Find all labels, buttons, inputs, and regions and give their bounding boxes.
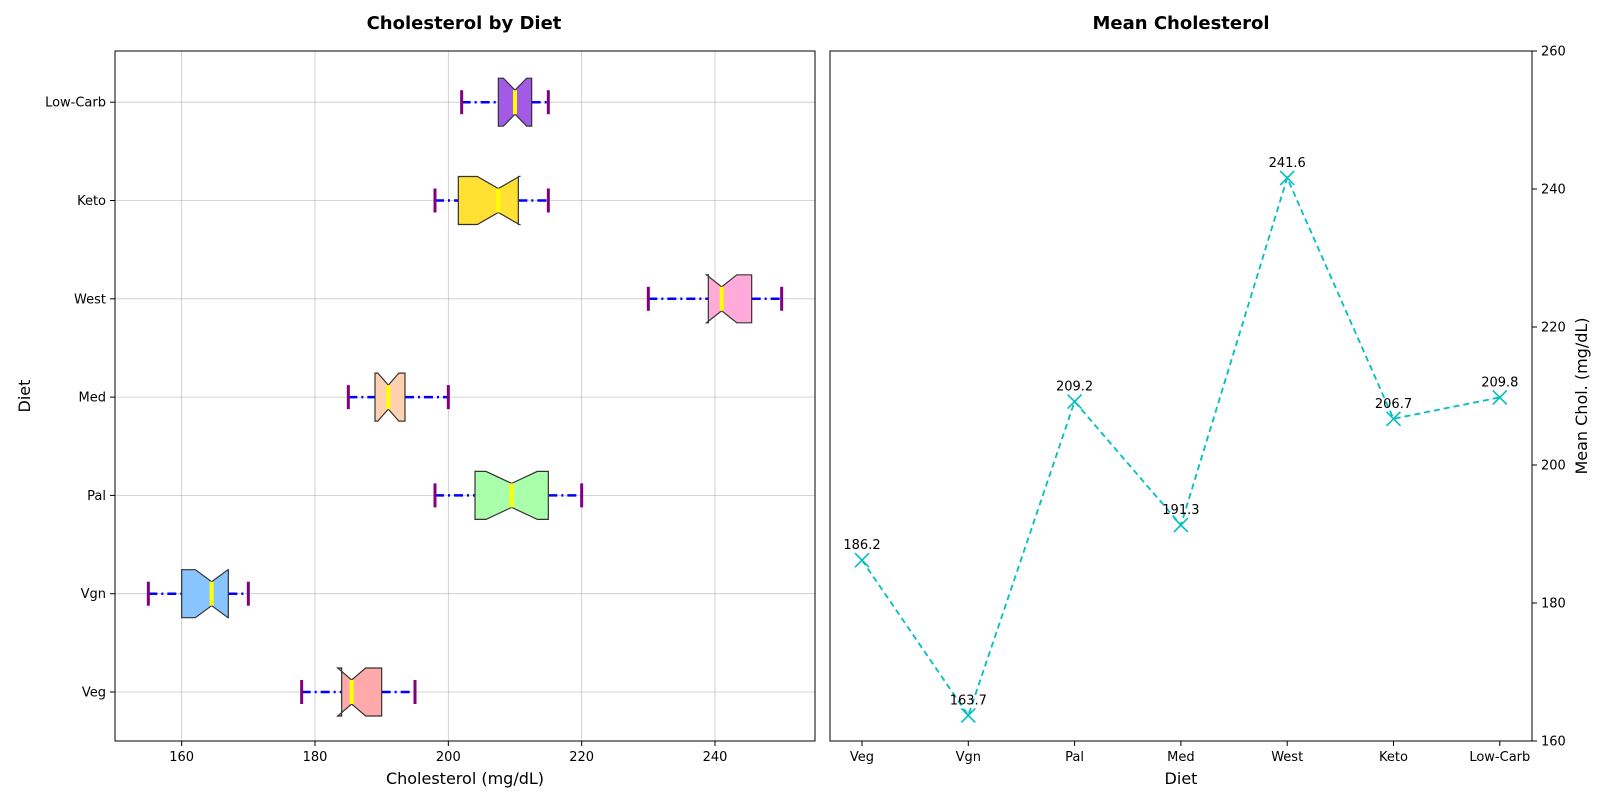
data-label: 209.8 xyxy=(1481,375,1518,390)
box-chart-title: Cholesterol by Diet xyxy=(367,13,562,34)
x-marker xyxy=(854,552,870,568)
y-tick-label: 260 xyxy=(1541,45,1566,60)
data-point-med: 191.3 xyxy=(1162,503,1200,533)
x-tick-label: Keto xyxy=(1379,750,1408,765)
x-marker xyxy=(1173,517,1189,533)
data-label: 206.7 xyxy=(1375,397,1412,412)
y-tick-label: 200 xyxy=(1541,459,1566,474)
line-chart-ylabel: Mean Chol. (mg/dL) xyxy=(1572,317,1591,474)
x-tick-label: 200 xyxy=(436,750,461,765)
series-line xyxy=(861,175,1500,718)
line-chart-title: Mean Cholesterol xyxy=(1092,13,1269,34)
box-med xyxy=(346,372,450,422)
box-chart-marks xyxy=(146,77,784,717)
box-chart: Cholesterol by Diet 160 180 200 220 240 Veg Vg… xyxy=(15,13,816,788)
x-marker xyxy=(1279,170,1295,186)
y-tick-label: Pal xyxy=(87,489,106,504)
box-body xyxy=(181,569,229,619)
x-tick-label: Vgn xyxy=(956,750,981,765)
data-point-low-carb: 209.8 xyxy=(1481,375,1518,405)
y-tick-label: West xyxy=(74,292,106,307)
box-low-carb xyxy=(460,77,550,127)
box-chart-ticks: 160 180 200 220 240 Veg Vgn Pal Med West Keto Low-C… xyxy=(45,96,727,765)
x-tick-label: Veg xyxy=(850,750,874,765)
line-chart: Mean Cholesterol 186.2 163.7 209.2 191.3 241… xyxy=(829,13,1591,788)
x-tick-label: 240 xyxy=(703,750,728,765)
data-label: 241.6 xyxy=(1269,156,1306,171)
y-tick-label: 180 xyxy=(1541,597,1566,612)
line-chart-ticks: 160 180 200 220 240 260 Veg Vgn Pal Med West Keto Lo… xyxy=(850,45,1566,766)
x-marker xyxy=(1385,411,1402,427)
box-veg xyxy=(300,667,417,717)
x-tick-label: Low-Carb xyxy=(1469,750,1530,765)
box-west xyxy=(646,274,784,324)
x-marker xyxy=(1492,389,1508,405)
y-tick-label: Vgn xyxy=(81,587,106,602)
data-label: 191.3 xyxy=(1162,503,1199,518)
y-tick-label: 160 xyxy=(1541,735,1566,750)
box-chart-xlabel: Cholesterol (mg/dL) xyxy=(386,769,544,788)
box-chart-ylabel: Diet xyxy=(15,380,34,413)
x-tick-label: Med xyxy=(1167,750,1194,765)
y-tick-label: Med xyxy=(79,391,106,406)
box-keto xyxy=(433,175,550,226)
box-pal xyxy=(433,470,584,521)
box-chart-grid xyxy=(115,51,815,741)
box-chart-frame xyxy=(114,50,816,742)
data-label: 209.2 xyxy=(1056,380,1093,395)
y-tick-label: 240 xyxy=(1541,183,1566,198)
data-point-veg: 186.2 xyxy=(843,538,881,568)
data-point-pal: 209.2 xyxy=(1056,380,1093,410)
x-tick-label: Pal xyxy=(1065,750,1084,765)
line-chart-marks: 186.2 163.7 209.2 191.3 241.6 206.7 209.8 xyxy=(843,156,1518,724)
y-tick-label: Low-Carb xyxy=(45,96,106,111)
line-chart-xlabel: Diet xyxy=(1165,769,1198,788)
x-marker xyxy=(1067,393,1083,410)
x-tick-label: West xyxy=(1271,750,1303,765)
x-marker xyxy=(960,707,976,724)
box-body xyxy=(336,667,383,717)
y-tick-label: Keto xyxy=(77,194,106,209)
data-point-vgn: 163.7 xyxy=(950,693,987,724)
data-point-west: 241.6 xyxy=(1269,156,1306,186)
box-body xyxy=(457,175,522,226)
data-label: 186.2 xyxy=(843,538,880,553)
data-point-keto: 206.7 xyxy=(1375,397,1412,427)
box-vgn xyxy=(146,569,250,619)
data-label: 163.7 xyxy=(950,693,987,708)
box-body xyxy=(704,274,753,324)
x-tick-label: 160 xyxy=(169,750,194,765)
y-tick-label: Veg xyxy=(82,686,106,701)
x-tick-label: 220 xyxy=(569,750,594,765)
x-tick-label: 180 xyxy=(303,750,328,765)
y-tick-label: 220 xyxy=(1541,321,1566,336)
line-chart-frame xyxy=(829,50,1533,742)
